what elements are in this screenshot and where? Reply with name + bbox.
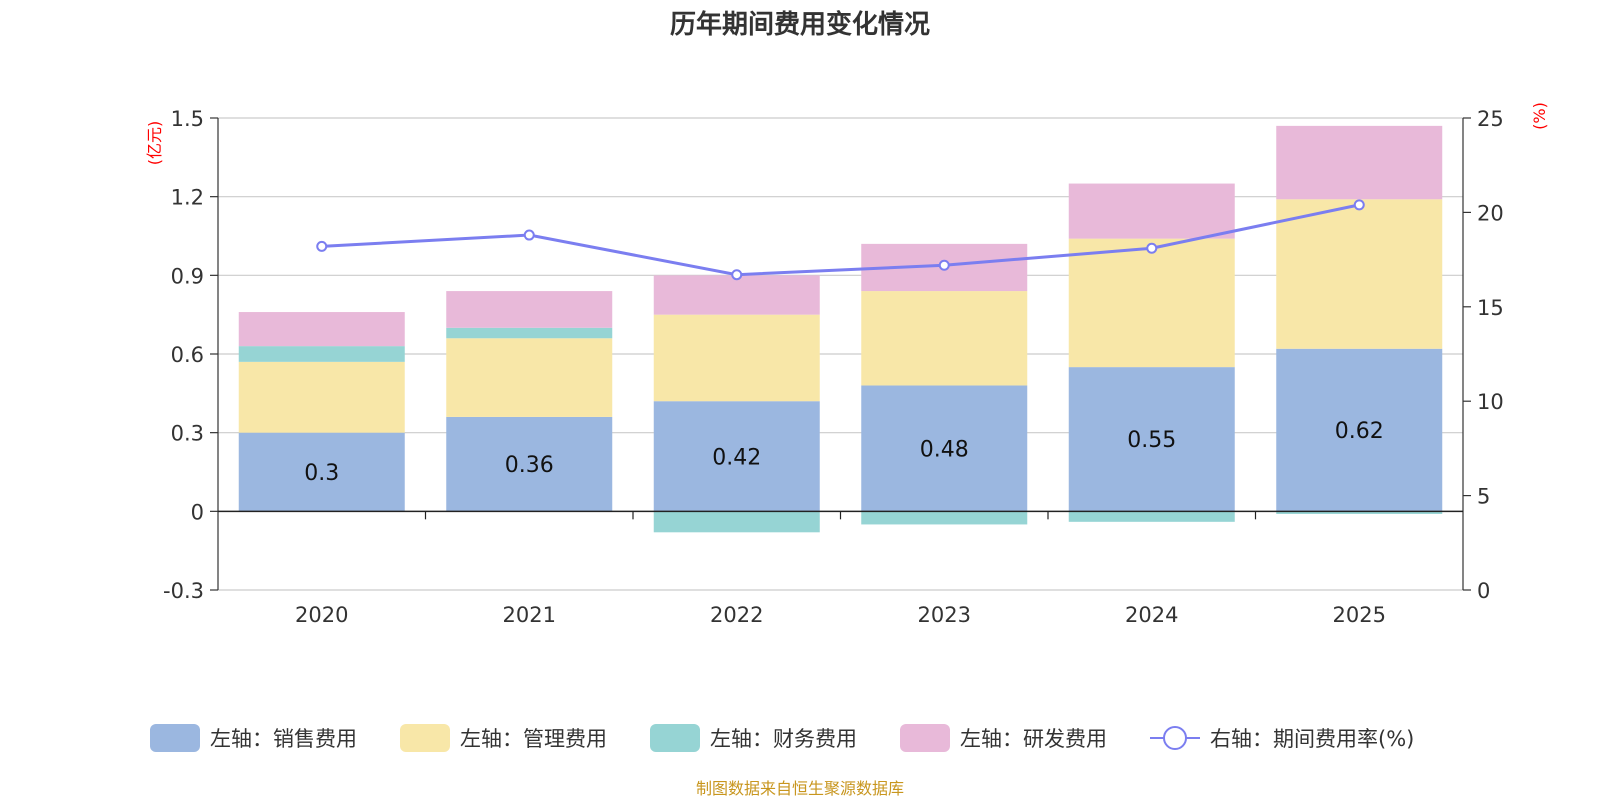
data-labels: 0.3 0.36 0.42 0.48 0.55 0.62 [304,419,1383,486]
legend-label: 左轴：研发费用 [960,727,1107,751]
data-label: 0.48 [920,437,969,462]
bars [238,125,1443,533]
bar-segment [1068,511,1235,522]
bar-segment [1276,348,1443,512]
data-label: 0.55 [1127,428,1176,453]
right-axis-unit: (%) [1530,102,1549,130]
legend: 左轴：销售费用 左轴：管理费用 左轴：财务费用 左轴：研发费用 右轴：期间费用率(%) [150,724,1414,752]
x-tick-label: 2025 [1333,603,1386,627]
bar-segment [861,511,1028,525]
axes: -0.300.30.60.91.21.50510152025(亿元)(%)202… [145,102,1549,627]
legend-label: 左轴：销售费用 [210,727,357,751]
right-tick-label: 10 [1477,390,1504,414]
bar-segment [238,432,405,512]
bar-segment [1276,125,1443,200]
gridlines [218,117,1463,591]
bar-segment [653,314,820,402]
left-tick-label: 0.6 [171,343,204,367]
x-tick-label: 2022 [710,603,763,627]
bar-segment [238,361,405,433]
bar-segment [446,416,613,512]
bar-segment [861,291,1028,386]
legend-marker [1163,726,1187,750]
left-tick-label: 1.2 [171,186,204,210]
bar-segment [446,338,613,417]
left-axis-unit: (亿元) [145,121,164,166]
x-tick-label: 2023 [918,603,971,627]
legend-label: 左轴：财务费用 [710,727,857,751]
rate-point [523,229,535,241]
right-tick-label: 20 [1477,201,1504,225]
data-label: 0.42 [712,445,761,470]
rate-point [316,240,328,252]
rate-line-path [321,203,1360,277]
left-tick-label: 0.9 [171,264,204,288]
rate-line [316,199,1365,281]
left-tick-label: 0.3 [171,422,204,446]
rate-point [1353,199,1365,211]
data-label: 0.36 [505,453,554,478]
bar-segment [653,275,820,315]
bar-segment [861,385,1028,512]
source-note: 制图数据来自恒生聚源数据库 [696,779,904,798]
right-tick-label: 0 [1477,579,1490,603]
x-tick-label: 2021 [503,603,556,627]
legend-label: 右轴：期间费用率(%) [1210,727,1414,751]
legend-swatch [150,724,200,752]
bar-segment [653,401,820,512]
bar-segment [446,291,613,328]
bar-segment [238,312,405,347]
x-tick-label: 2020 [295,603,348,627]
rate-point [731,269,743,281]
chart-title: 历年期间费用变化情况 [670,9,930,40]
bar-segment [1068,367,1235,512]
legend-swatch [900,724,950,752]
bar-segment [238,346,405,362]
legend-swatch [650,724,700,752]
legend-swatch [400,724,450,752]
left-tick-label: 1.5 [171,107,204,131]
legend-label: 左轴：管理费用 [460,727,607,751]
bar-segment [446,327,613,339]
bar-segment [1068,183,1235,239]
bar-segment [1068,238,1235,368]
bar-segment [653,511,820,533]
rate-point [1146,242,1158,254]
right-tick-label: 25 [1477,107,1504,131]
left-tick-label: 0 [191,500,204,524]
bar-segment [1276,511,1443,514]
data-label: 0.3 [304,461,339,486]
right-tick-label: 15 [1477,296,1504,320]
bar-segment [1276,199,1443,349]
right-tick-label: 5 [1477,485,1490,509]
x-tick-label: 2024 [1125,603,1178,627]
rate-point [938,259,950,271]
left-tick-label: -0.3 [163,579,204,603]
data-label: 0.62 [1335,419,1384,444]
